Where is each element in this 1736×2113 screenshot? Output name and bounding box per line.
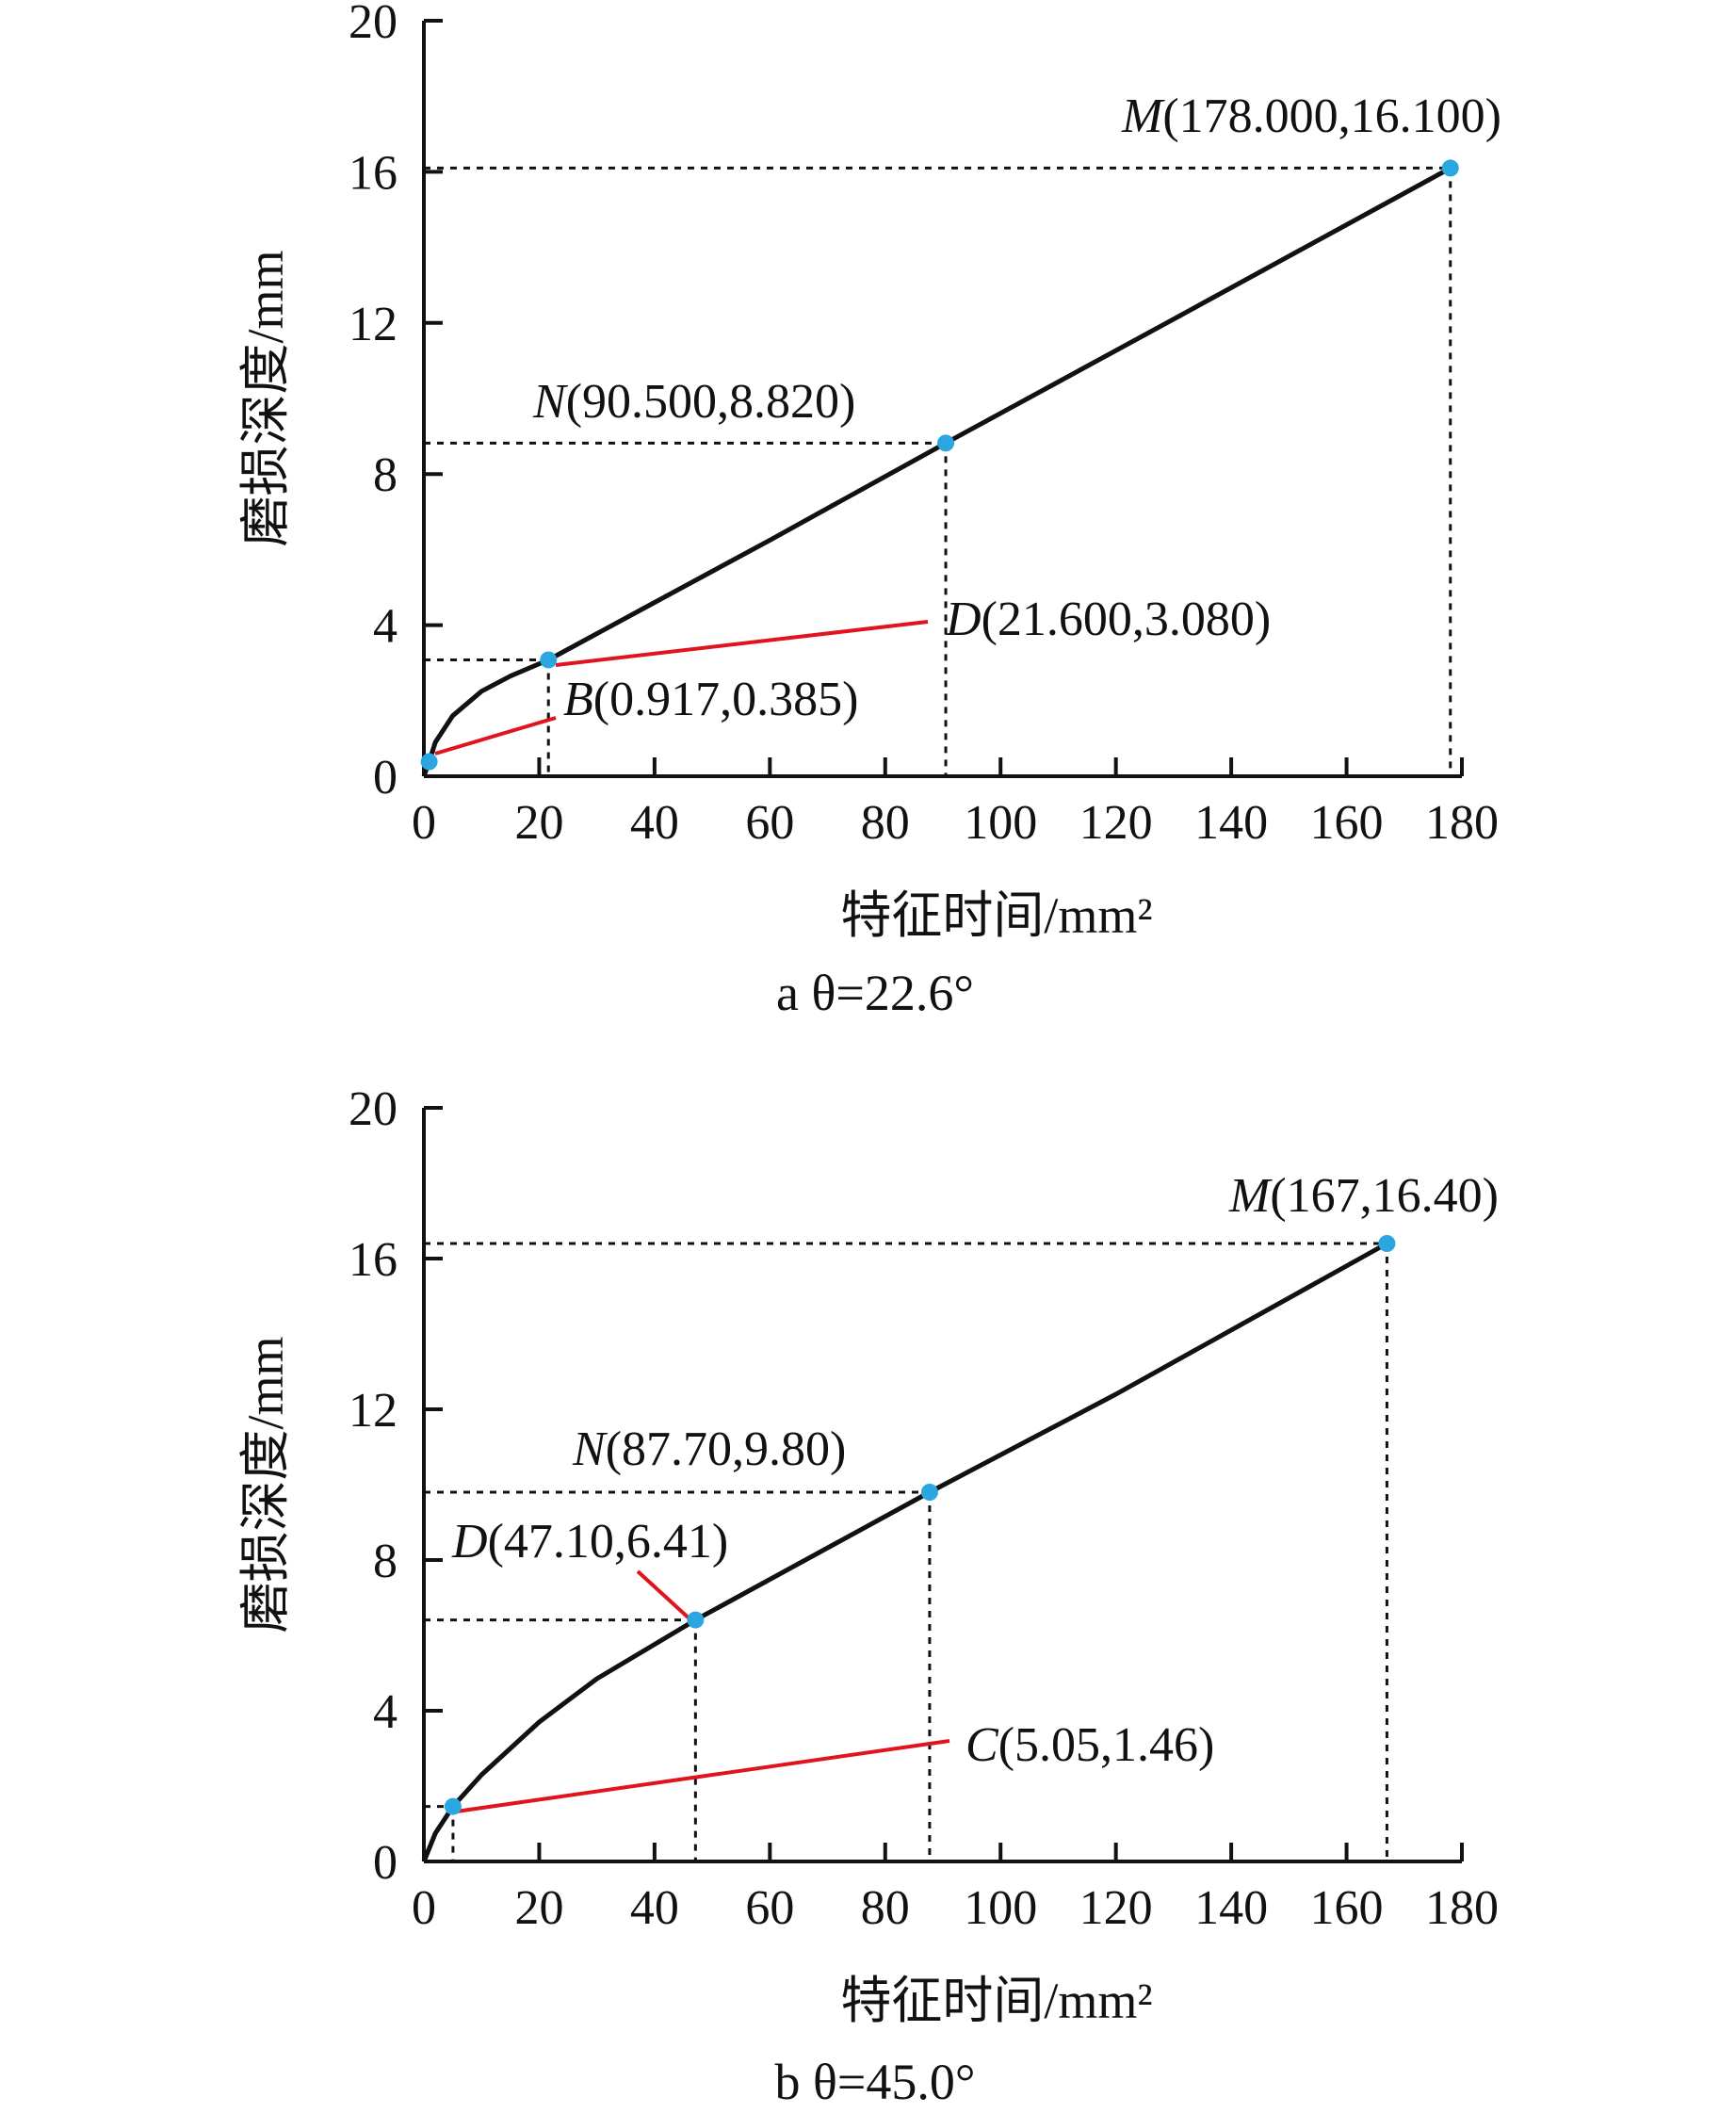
point-label-name: N — [572, 1422, 608, 1476]
point-label-coords: (178.000,16.100) — [1162, 89, 1501, 143]
y-tick-label: 0 — [373, 751, 397, 805]
y-tick-label: 4 — [373, 600, 397, 654]
x-tick-label: 160 — [1310, 1881, 1384, 1935]
point-label-D: D(21.600,3.080) — [945, 593, 1271, 646]
point-label-name: C — [965, 1718, 999, 1772]
chart-caption: b θ=45.0° — [775, 2054, 976, 2110]
y-tick-label: 16 — [349, 1233, 397, 1287]
chart-panel-a: 0 20 40 60 80 100 120 140 160 180 0 4 8 12 16 20 特征时间/mm… — [237, 0, 1501, 1021]
x-tick-label: 180 — [1425, 1881, 1499, 1935]
x-tick-label: 160 — [1310, 796, 1384, 850]
point-label-name: M — [1121, 89, 1165, 143]
data-point-C — [444, 1797, 462, 1815]
data-point-N — [920, 1484, 938, 1501]
point-label-name: D — [451, 1515, 488, 1568]
point-label-coords: (5.05,1.46) — [998, 1718, 1215, 1772]
x-tick-label: 0 — [412, 1881, 436, 1935]
point-label-coords: (21.600,3.080) — [982, 593, 1272, 646]
data-point-D — [540, 651, 558, 669]
x-tick-label: 20 — [514, 1881, 563, 1935]
data-point-M — [1378, 1235, 1396, 1252]
x-tick-label: 40 — [630, 796, 679, 850]
point-label-N: N(87.70,9.80) — [572, 1422, 846, 1476]
point-label-N: N(90.500,8.820) — [532, 375, 855, 429]
y-tick-label: 8 — [373, 448, 397, 502]
y-tick-label: 4 — [373, 1685, 397, 1739]
x-tick-label: 140 — [1194, 796, 1268, 850]
point-label-coords: (0.917,0.385) — [593, 673, 859, 726]
x-tick-label: 0 — [412, 796, 436, 850]
point-label-name: M — [1228, 1169, 1273, 1223]
point-label-D: D(47.10,6.41) — [451, 1515, 728, 1568]
point-label-name: N — [532, 375, 569, 429]
x-tick-label: 80 — [861, 1881, 910, 1935]
data-point-M — [1441, 159, 1459, 177]
y-tick-label: 12 — [349, 1384, 397, 1438]
leader-line — [636, 1569, 695, 1624]
point-label-C: C(5.05,1.46) — [965, 1718, 1214, 1772]
x-axis-label: 特征时间/mm² — [840, 887, 1152, 944]
leader-line — [555, 620, 929, 667]
chart-panel-b: 0 20 40 60 80 100 120 140 160 180 0 4 8 12 16 20 特征时间/mm… — [237, 1082, 1499, 2110]
x-tick-label: 40 — [630, 1881, 679, 1935]
x-tick-label: 60 — [745, 1881, 794, 1935]
y-tick-label: 0 — [373, 1836, 397, 1890]
x-tick-label: 60 — [745, 796, 794, 850]
point-label-M: M(178.000,16.100) — [1121, 89, 1501, 143]
data-point-B — [420, 753, 438, 771]
y-tick-label: 16 — [349, 146, 397, 200]
x-tick-label: 140 — [1194, 1881, 1268, 1935]
series-line — [421, 1241, 1388, 1862]
chart-caption: a θ=22.6° — [776, 965, 974, 1021]
x-tick-label: 80 — [861, 796, 910, 850]
point-label-coords: (90.500,8.820) — [566, 375, 856, 429]
point-label-coords: (47.10,6.41) — [488, 1515, 729, 1568]
y-tick-label: 20 — [349, 1082, 397, 1136]
x-tick-label: 20 — [514, 796, 563, 850]
point-label-coords: (167,16.40) — [1270, 1169, 1499, 1223]
data-point-N — [937, 434, 955, 452]
x-tick-label: 100 — [964, 796, 1037, 850]
point-label-M: M(167,16.40) — [1228, 1169, 1499, 1223]
y-tick-label: 8 — [373, 1535, 397, 1588]
y-axis-label: 磨损深度/mm — [237, 250, 294, 546]
point-label-B: B(0.917,0.385) — [563, 673, 858, 726]
x-tick-label: 180 — [1425, 796, 1499, 850]
x-axis-label: 特征时间/mm² — [840, 1973, 1152, 2029]
point-label-coords: (87.70,9.80) — [606, 1422, 847, 1476]
y-tick-label: 20 — [349, 0, 397, 49]
point-label-name: D — [945, 593, 982, 646]
x-tick-label: 100 — [964, 1881, 1037, 1935]
y-tick-label: 12 — [349, 298, 397, 351]
x-tick-label: 120 — [1079, 1881, 1153, 1935]
leader-line — [434, 716, 557, 756]
point-label-name: B — [563, 673, 593, 726]
y-axis-label: 磨损深度/mm — [237, 1336, 294, 1633]
data-point-D — [687, 1611, 705, 1629]
x-tick-label: 120 — [1079, 796, 1153, 850]
leader-line — [448, 1739, 950, 1814]
series-line — [421, 166, 1452, 777]
